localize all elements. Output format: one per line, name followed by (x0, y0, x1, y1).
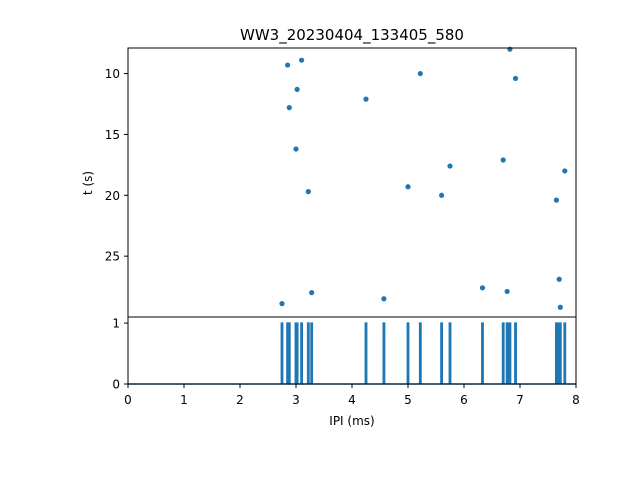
scatter-points (279, 46, 568, 310)
scatter-point (381, 296, 387, 302)
ipi-x-tick-label: 4 (348, 393, 356, 407)
ipi-x-tick-label: 3 (292, 393, 300, 407)
scatter-point (417, 70, 423, 77)
ipi-x-tick-label: 1 (180, 393, 188, 407)
scatter-point (363, 96, 369, 102)
scatter-point (294, 86, 300, 92)
ipi-x-axis-label: IPI (ms) (329, 414, 374, 428)
scatter-point (285, 62, 291, 68)
scatter-y-tick-label: 20 (105, 189, 120, 203)
ipi-x-tick-label: 7 (516, 393, 524, 407)
ipi-spike-line (128, 322, 576, 385)
ipi-y-tick-label: 1 (112, 317, 120, 331)
scatter-point (504, 288, 510, 295)
scatter-point (279, 301, 285, 307)
scatter-point (447, 163, 453, 169)
scatter-point (293, 146, 299, 152)
scatter-point (299, 57, 305, 63)
scatter-y-tick-label: 15 (105, 128, 120, 142)
scatter-point (500, 157, 506, 163)
scatter-point (286, 105, 292, 111)
scatter-y-tick-label: 25 (105, 250, 120, 264)
ipi-x-tick-label: 5 (404, 393, 412, 407)
ipi-x-tick-label: 2 (236, 393, 244, 407)
scatter-point (507, 46, 513, 52)
scatter-point (556, 276, 562, 282)
scatter-point (305, 189, 311, 195)
scatter-y-ticks: 10 15 20 25 (105, 67, 128, 264)
scatter-y-axis-label: t (s) (81, 171, 95, 195)
ipi-y-tick-label: 0 (112, 378, 120, 392)
scatter-point (557, 304, 563, 310)
ipi-x-tick-label: 6 (460, 393, 468, 407)
scatter-point (553, 197, 560, 203)
scatter-point (479, 285, 486, 291)
scatter-point (512, 75, 519, 82)
scatter-point (405, 184, 411, 190)
ipi-x-tick-label: 0 (124, 393, 132, 407)
scatter-point (309, 290, 315, 296)
scatter-point (439, 192, 445, 198)
chart-title: WW3_20230404_133405_580 (240, 26, 464, 45)
ipi-y-ticks: 01 (112, 317, 128, 392)
scatter-point (562, 168, 568, 174)
scatter-y-tick-label: 10 (105, 67, 120, 81)
ipi-x-ticks: 0 1 2 3 4 5 6 7 8 (124, 384, 580, 407)
ipi-x-tick-label: 8 (572, 393, 580, 407)
